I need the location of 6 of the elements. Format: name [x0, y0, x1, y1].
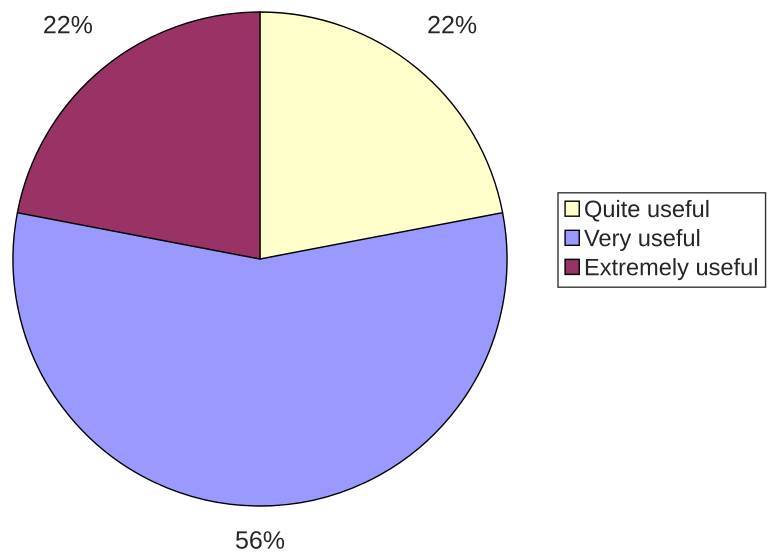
legend-label: Very useful	[584, 228, 700, 252]
data-label: 22%	[428, 16, 476, 34]
data-label: 56%	[236, 531, 284, 549]
legend-label: Extremely useful	[586, 258, 757, 280]
data-label: 22%	[44, 16, 92, 34]
legend-label: Quite useful	[585, 200, 708, 222]
